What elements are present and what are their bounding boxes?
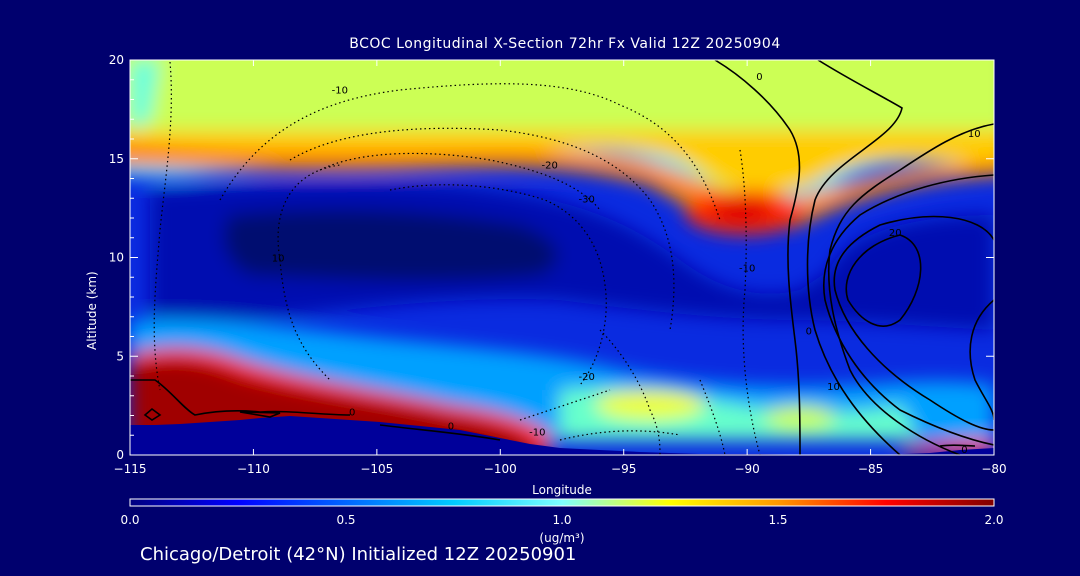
caption: Chicago/Detroit (42°N) Initialized 12Z 2… xyxy=(140,544,577,565)
contour-label: -10 xyxy=(739,263,755,274)
y-tick-label: 20 xyxy=(109,53,124,67)
x-tick-label: −105 xyxy=(360,462,393,476)
contour-label: -10 xyxy=(332,86,348,97)
colorbar-tick-label: 2.0 xyxy=(984,513,1003,527)
contour-labels: -10 -20 -30 -10 0 0 10 20 10 -20 -10 0 0 0 10 xyxy=(272,72,981,456)
contour-label: 0 xyxy=(806,327,812,338)
x-axis-label: Longitude xyxy=(532,483,592,497)
x-tick-label: −100 xyxy=(484,462,517,476)
x-tick-label: −90 xyxy=(734,462,759,476)
y-tick-label: 5 xyxy=(116,349,124,363)
x-axis: −115 −110 −105 −100 −95 −90 −85 −80 xyxy=(114,60,1007,476)
colorbar-tick-label: 0.5 xyxy=(336,513,355,527)
contour-label: 0 xyxy=(349,408,355,419)
contour-label: 20 xyxy=(889,228,902,239)
x-tick-label: −85 xyxy=(858,462,883,476)
contour-label: -10 xyxy=(529,427,545,438)
y-tick-label: 10 xyxy=(109,251,124,265)
y-axis: 0 5 10 15 20 xyxy=(109,53,994,462)
y-axis-label: Altitude (km) xyxy=(85,271,99,350)
contour-label: 0 xyxy=(448,421,454,432)
contour-label: 10 xyxy=(272,254,285,265)
colorbar-tick-label: 1.0 xyxy=(552,513,571,527)
colorbar-ticks: 0.0 0.5 1.0 1.5 2.0 xyxy=(120,513,1003,527)
x-tick-label: −95 xyxy=(611,462,636,476)
y-tick-label: 0 xyxy=(116,448,124,462)
y-tick-label: 15 xyxy=(109,152,124,166)
concentration-field: -10 -20 -30 -10 0 0 10 20 10 -20 -10 0 0 0 10 xyxy=(130,60,994,456)
temperature-contours xyxy=(130,60,994,455)
contour-label: 0 xyxy=(961,445,967,456)
colorbar-label: (ug/m³) xyxy=(539,531,584,545)
x-tick-label: −80 xyxy=(981,462,1006,476)
colorbar-tick-label: 0.0 xyxy=(120,513,139,527)
x-tick-label: −110 xyxy=(237,462,270,476)
chart-title: BCOC Longitudinal X-Section 72hr Fx Vali… xyxy=(349,36,781,52)
contour-label: 10 xyxy=(968,129,981,140)
contour-label: 0 xyxy=(756,72,762,83)
colorbar-tick-label: 1.5 xyxy=(768,513,787,527)
x-tick-label: −115 xyxy=(114,462,147,476)
contour-label: 10 xyxy=(827,382,840,393)
contour-label: -20 xyxy=(541,161,557,172)
contour-label: -20 xyxy=(579,372,595,383)
colorbar xyxy=(129,498,995,507)
contour-label: -30 xyxy=(579,194,595,205)
